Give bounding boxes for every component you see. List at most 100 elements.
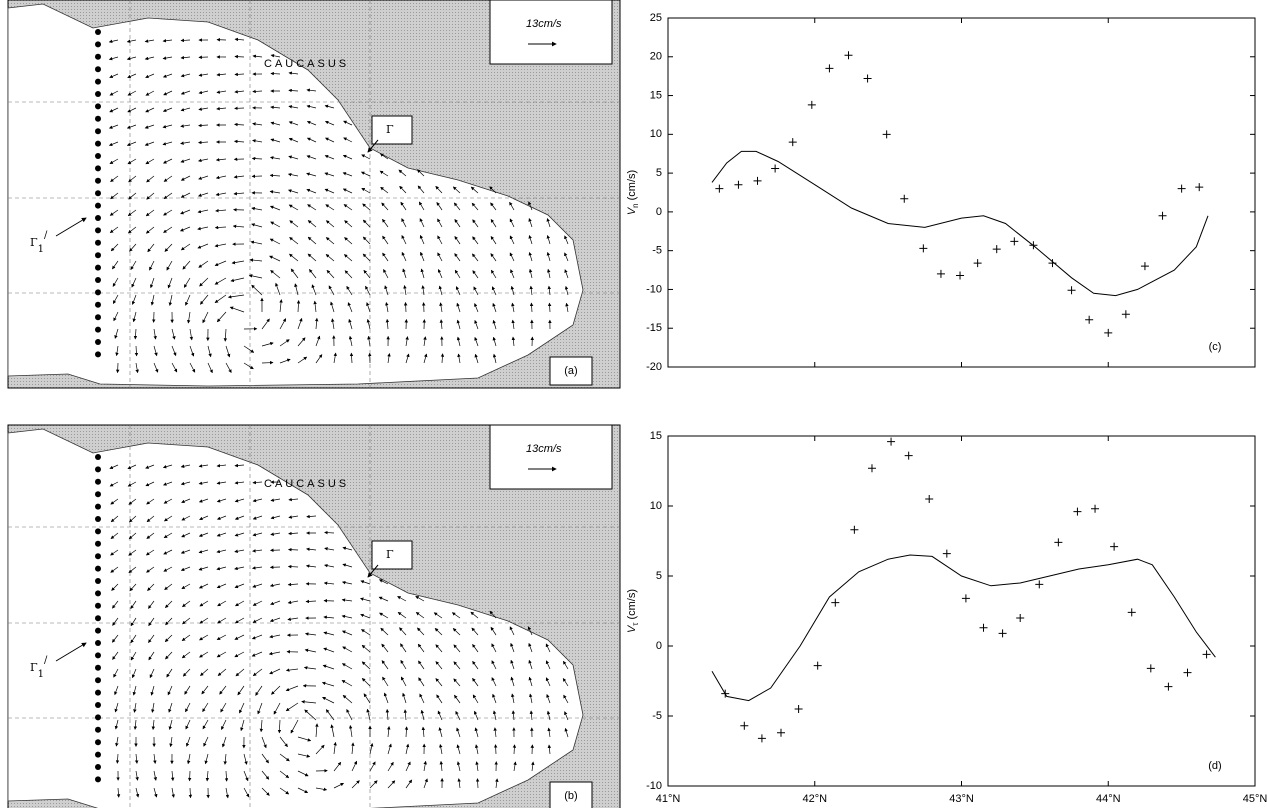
flow-arrow (115, 736, 119, 747)
flow-arrow (199, 651, 209, 658)
flow-arrow (202, 702, 209, 713)
flow-arrow (405, 336, 409, 347)
flow-arrow (297, 337, 306, 347)
flow-arrow (528, 218, 533, 228)
gamma-box (371, 540, 413, 570)
data-point (1029, 241, 1038, 250)
flow-arrow (490, 202, 497, 211)
y-axis-label: Vτ (cm/s) (626, 589, 640, 633)
flow-arrow (288, 497, 299, 502)
data-point (904, 451, 913, 460)
flow-arrow (306, 188, 317, 194)
flow-arrow (128, 549, 137, 556)
flow-arrow (474, 303, 479, 313)
flow-arrow (214, 225, 227, 230)
flow-arrow (342, 172, 353, 177)
flow-arrow (289, 237, 299, 245)
data-point (882, 130, 891, 139)
flow-arrow (545, 660, 551, 670)
flow-arrow (197, 140, 209, 145)
flow-arrow (456, 744, 461, 755)
flow-arrow (454, 219, 461, 228)
flow-arrow (362, 236, 371, 245)
flow-arrow (382, 218, 389, 228)
flow-arrow (128, 192, 137, 200)
flow-arrow (454, 235, 461, 245)
flow-arrow (269, 255, 281, 262)
flow-arrow (439, 760, 444, 772)
y-tick-label: 15 (650, 430, 662, 442)
flow-arrow (127, 464, 137, 470)
fit-curve (711, 150, 1209, 297)
flow-arrow (384, 285, 389, 296)
flow-arrow (235, 668, 245, 677)
flow-arrow (182, 600, 191, 608)
flow-arrow (325, 254, 335, 262)
flow-arrow (398, 169, 407, 177)
flow-arrow (288, 531, 299, 536)
flow-arrow (199, 634, 209, 641)
flow-arrow (307, 253, 317, 262)
boundary-dot (95, 702, 101, 708)
flow-arrow (333, 352, 337, 364)
flow-arrow (529, 285, 533, 296)
gamma1-label: Γ1/ (30, 230, 48, 255)
flow-arrow (297, 356, 308, 364)
flow-arrow (304, 648, 317, 653)
flow-arrow (215, 192, 227, 197)
plot-frame (667, 435, 1256, 787)
flow-arrow (563, 694, 569, 704)
flow-arrow (132, 685, 137, 696)
data-point (863, 74, 872, 83)
flow-arrow (361, 187, 371, 194)
flow-arrow (360, 613, 371, 619)
flow-arrow (401, 234, 407, 245)
flow-arrow (163, 566, 173, 572)
y-tick-label: 5 (656, 167, 662, 179)
flow-arrow (221, 736, 227, 748)
flow-arrow (366, 318, 371, 330)
flow-arrow (108, 39, 119, 44)
flow-arrow (546, 251, 551, 262)
flow-arrow (546, 234, 551, 245)
flow-arrow (229, 306, 245, 313)
flow-arrow (182, 668, 191, 677)
flow-arrow (287, 582, 299, 587)
boundary-dot (95, 640, 101, 646)
flow-arrow (419, 693, 425, 704)
flow-arrow (180, 464, 191, 468)
flow-arrow (315, 354, 323, 364)
flow-arrow (164, 243, 173, 252)
flow-arrow (307, 204, 317, 211)
flow-arrow (200, 294, 209, 305)
flow-arrow (171, 328, 176, 340)
flow-arrow (164, 583, 173, 591)
flow-arrow (564, 235, 569, 245)
flow-arrow (472, 643, 479, 653)
flow-arrow (471, 627, 479, 636)
flow-arrow (127, 73, 137, 79)
flow-arrow (454, 253, 461, 262)
flow-arrow (252, 515, 263, 520)
data-point (1016, 614, 1025, 622)
flow-arrow (227, 294, 245, 299)
flow-arrow (109, 107, 119, 113)
flow-arrow (363, 693, 371, 704)
flow-arrow (217, 600, 227, 607)
data-point (919, 244, 928, 253)
flow-arrow (153, 787, 158, 798)
flow-arrow (189, 362, 196, 373)
flow-arrow (288, 121, 299, 126)
flow-arrow (491, 286, 497, 296)
flow-arrow (113, 311, 119, 322)
flow-arrow (490, 218, 497, 228)
flow-arrow (131, 294, 137, 305)
flow-arrow (165, 651, 173, 660)
flow-arrow (198, 123, 209, 128)
flow-arrow (126, 56, 137, 61)
flow-arrow (435, 678, 443, 687)
data-point (900, 194, 909, 203)
flow-arrow (362, 219, 371, 228)
flow-arrow (216, 515, 227, 520)
